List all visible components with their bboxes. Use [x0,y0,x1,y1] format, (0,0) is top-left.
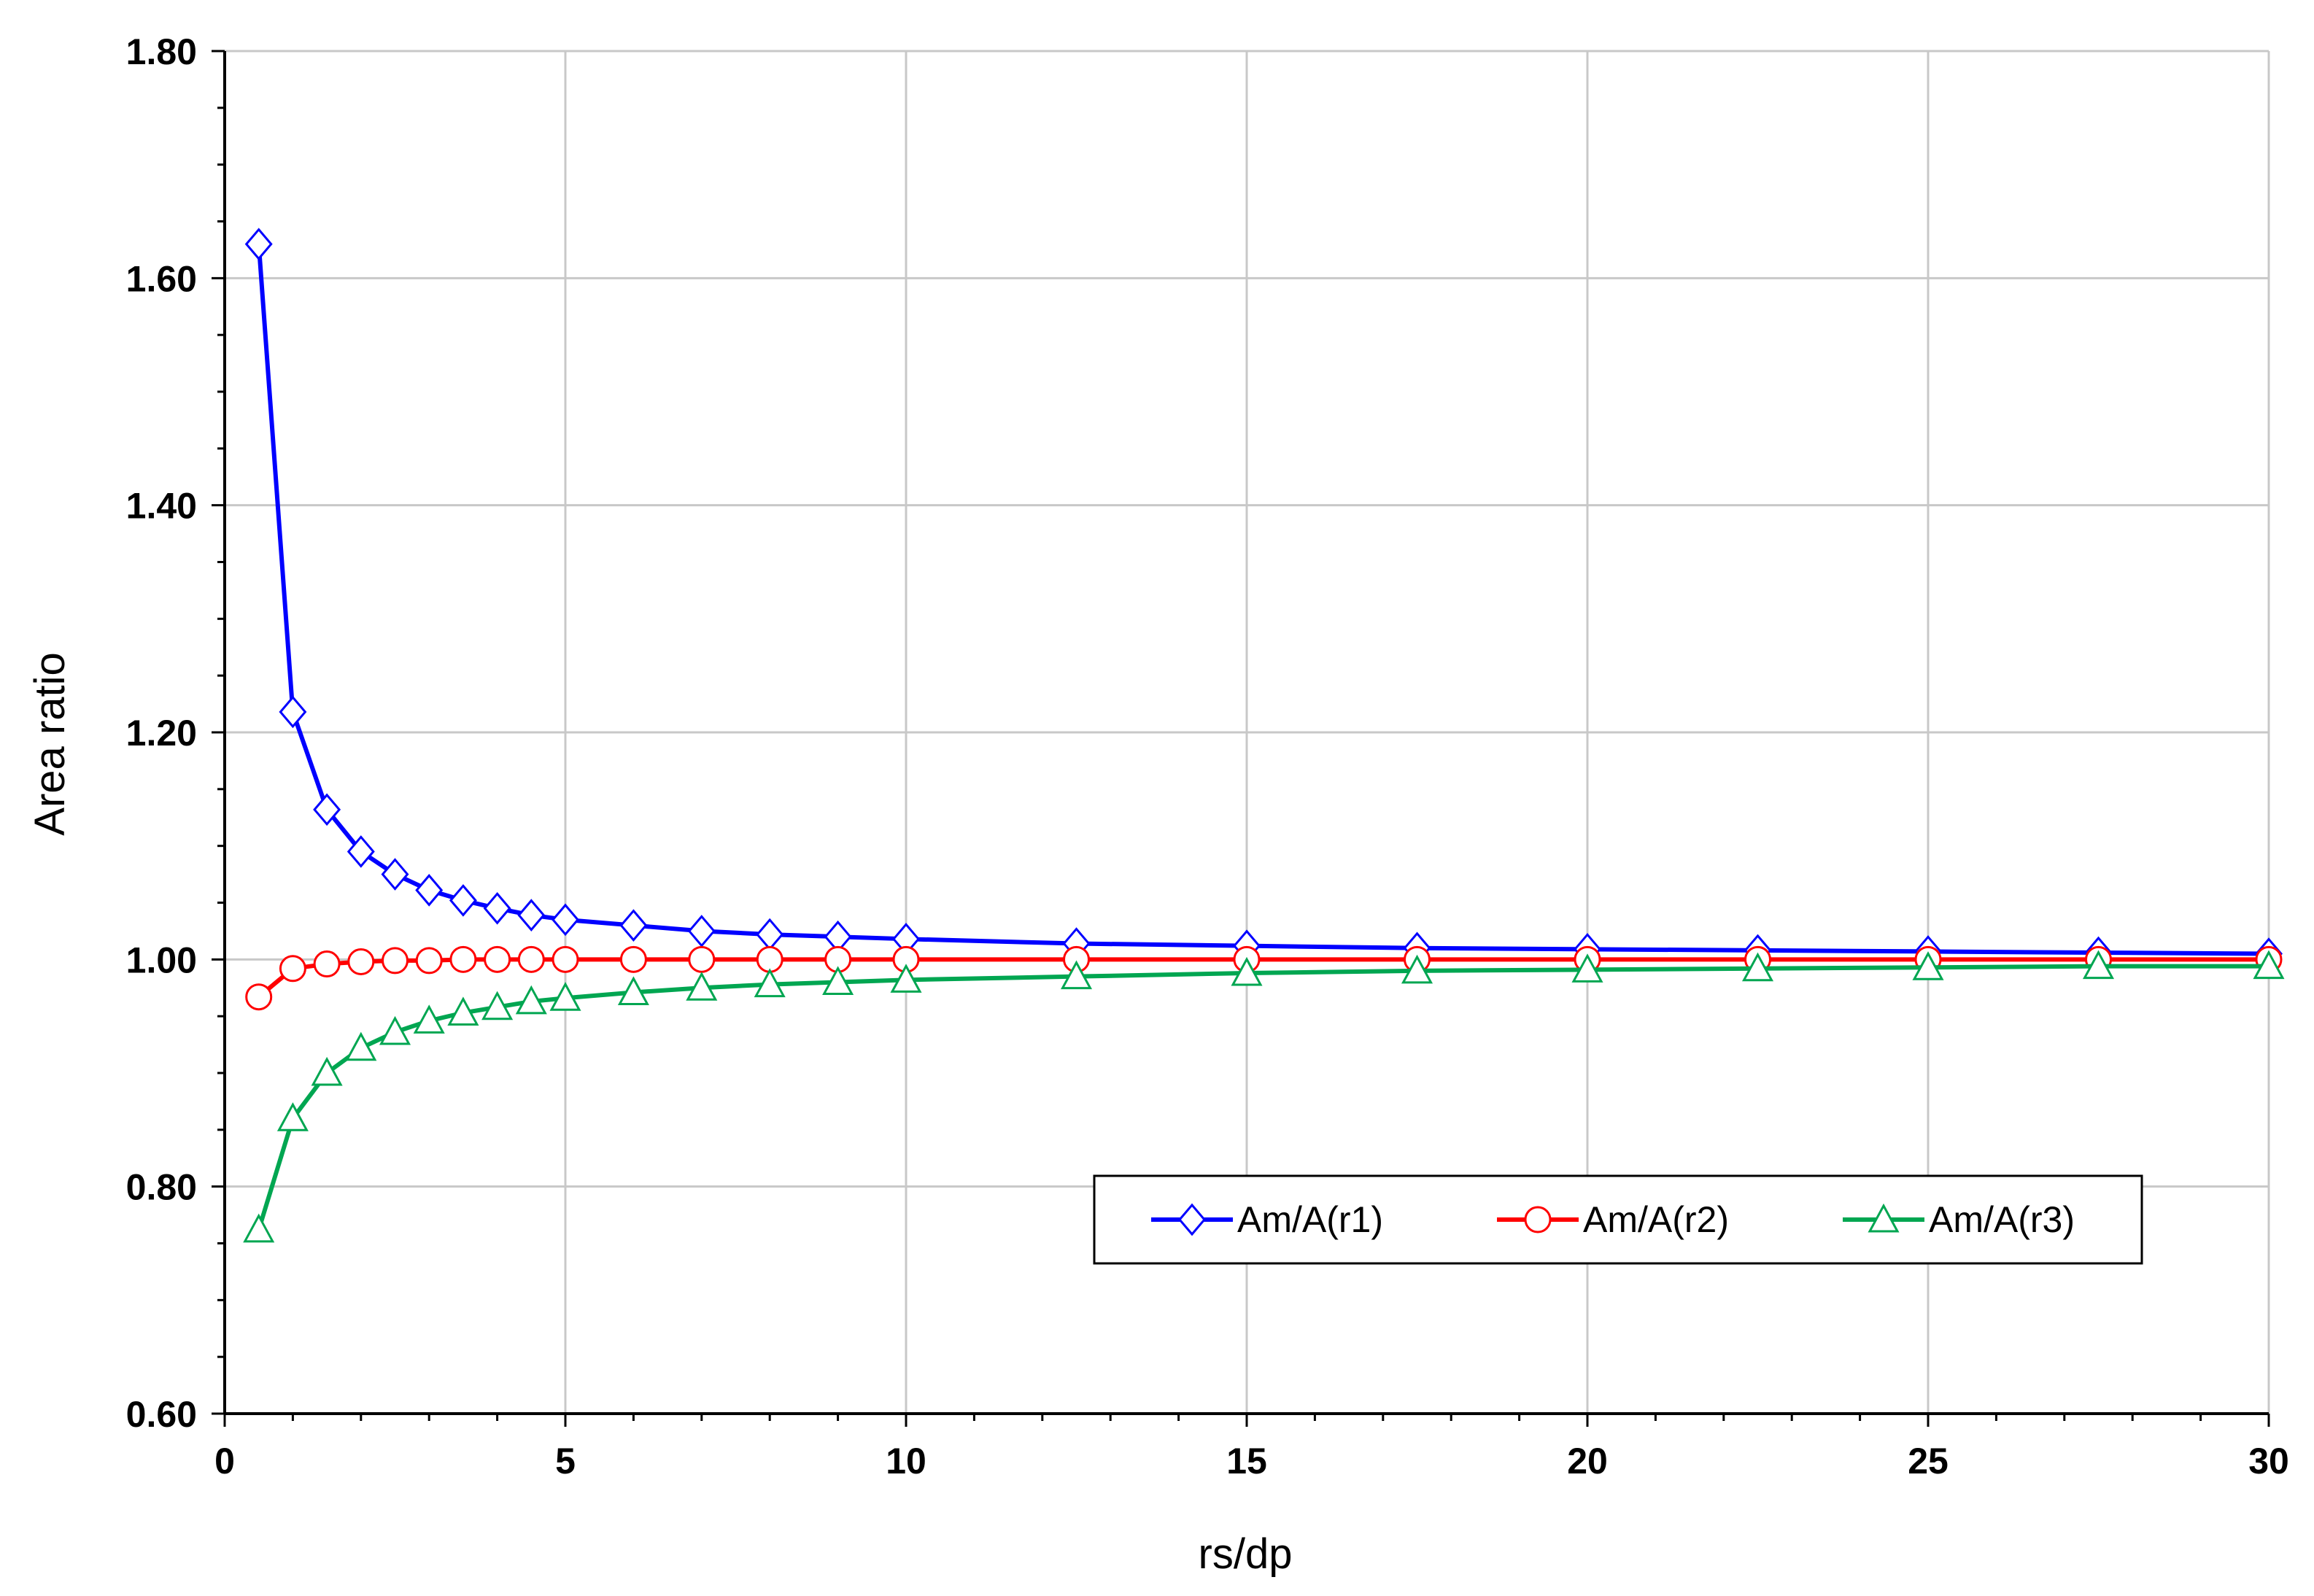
data-point [754,968,786,998]
data-point [687,915,716,948]
y-tick-label: 0.80 [126,1167,197,1208]
x-axis-title: rs/dp [1199,1530,1293,1578]
x-tick-labels: 0 5 10 15 20 25 30 [214,1441,2289,1481]
data-point [382,947,409,975]
x-tick-label: 15 [1226,1441,1267,1481]
x-tick-label: 0 [214,1441,235,1481]
data-point [244,228,273,260]
data-point [822,966,854,995]
data-point [245,983,273,1011]
legend-marker [1178,1203,1206,1236]
legend: Am/A(r1) Am/A(r2) Am/A(r3) [1093,1174,2143,1265]
x-tick-label: 25 [1908,1441,1949,1481]
data-point [449,884,477,917]
data-point [1912,951,1944,980]
data-point [276,1102,309,1131]
data-point [1401,954,1433,984]
y-tick-label: 1.00 [126,940,197,980]
data-point [2253,950,2285,980]
y-tick-label: 1.20 [126,713,197,754]
data-point [447,996,479,1026]
data-point [552,945,579,973]
data-point [415,874,444,907]
x-tick-label: 10 [886,1441,926,1481]
data-point [686,972,718,1001]
data-point [890,964,922,993]
data-point [313,950,341,978]
y-tick-label: 1.80 [126,31,197,72]
data-point [243,1213,275,1243]
data-point [1741,952,1774,982]
data-point [311,1056,343,1086]
data-point [619,909,648,942]
y-tick-label: 1.40 [126,486,197,527]
series-2 [245,945,2283,1011]
data-point [517,899,546,931]
x-tick-label: 5 [555,1441,576,1481]
legend-marker [1524,1206,1552,1233]
series-3 [243,950,2285,1243]
legend-item: Am/A(r3) [1843,1199,2075,1240]
tick-marks [212,50,2270,1427]
data-point [449,945,477,973]
legend-label: Am/A(r2) [1583,1199,1729,1240]
data-point [1571,953,1603,983]
x-tick-label: 30 [2248,1441,2289,1481]
data-point [484,945,511,973]
data-point [552,903,579,937]
data-point [313,793,341,826]
data-point [483,891,511,925]
data-point [2082,950,2115,980]
data-point [617,976,649,1005]
data-point [1231,956,1263,986]
y-tick-label: 0.60 [126,1394,197,1435]
data-point [279,955,306,983]
data-point [379,1015,411,1045]
y-axis-title: Area ratio [26,652,74,835]
data-point [481,991,514,1020]
data-point [756,945,783,973]
series-1 [244,228,2283,970]
legend-marker [1868,1203,1900,1233]
data-point [345,1031,377,1061]
legend-label: Am/A(r1) [1237,1199,1383,1240]
series-group [243,228,2285,1243]
data-point [619,945,647,973]
data-point [515,985,547,1015]
data-point [517,945,545,973]
legend-item: Am/A(r1) [1151,1199,1383,1240]
data-point [279,695,307,729]
legend-label: Am/A(r3) [1929,1199,2075,1240]
legend-item: Am/A(r2) [1497,1199,1729,1240]
data-point [381,858,409,891]
data-point [415,947,443,975]
grid [225,50,2270,1414]
data-point [413,1004,445,1034]
legend-box [1093,1174,2143,1265]
data-point [1060,960,1093,990]
data-point [347,835,375,868]
y-tick-label: 1.60 [126,258,197,299]
y-tick-labels: 0.60 0.80 1.00 1.20 1.40 1.60 1.80 [126,31,197,1435]
data-point [549,982,581,1011]
data-point [688,945,716,973]
x-tick-label: 20 [1567,1441,1608,1481]
data-point [347,948,375,975]
